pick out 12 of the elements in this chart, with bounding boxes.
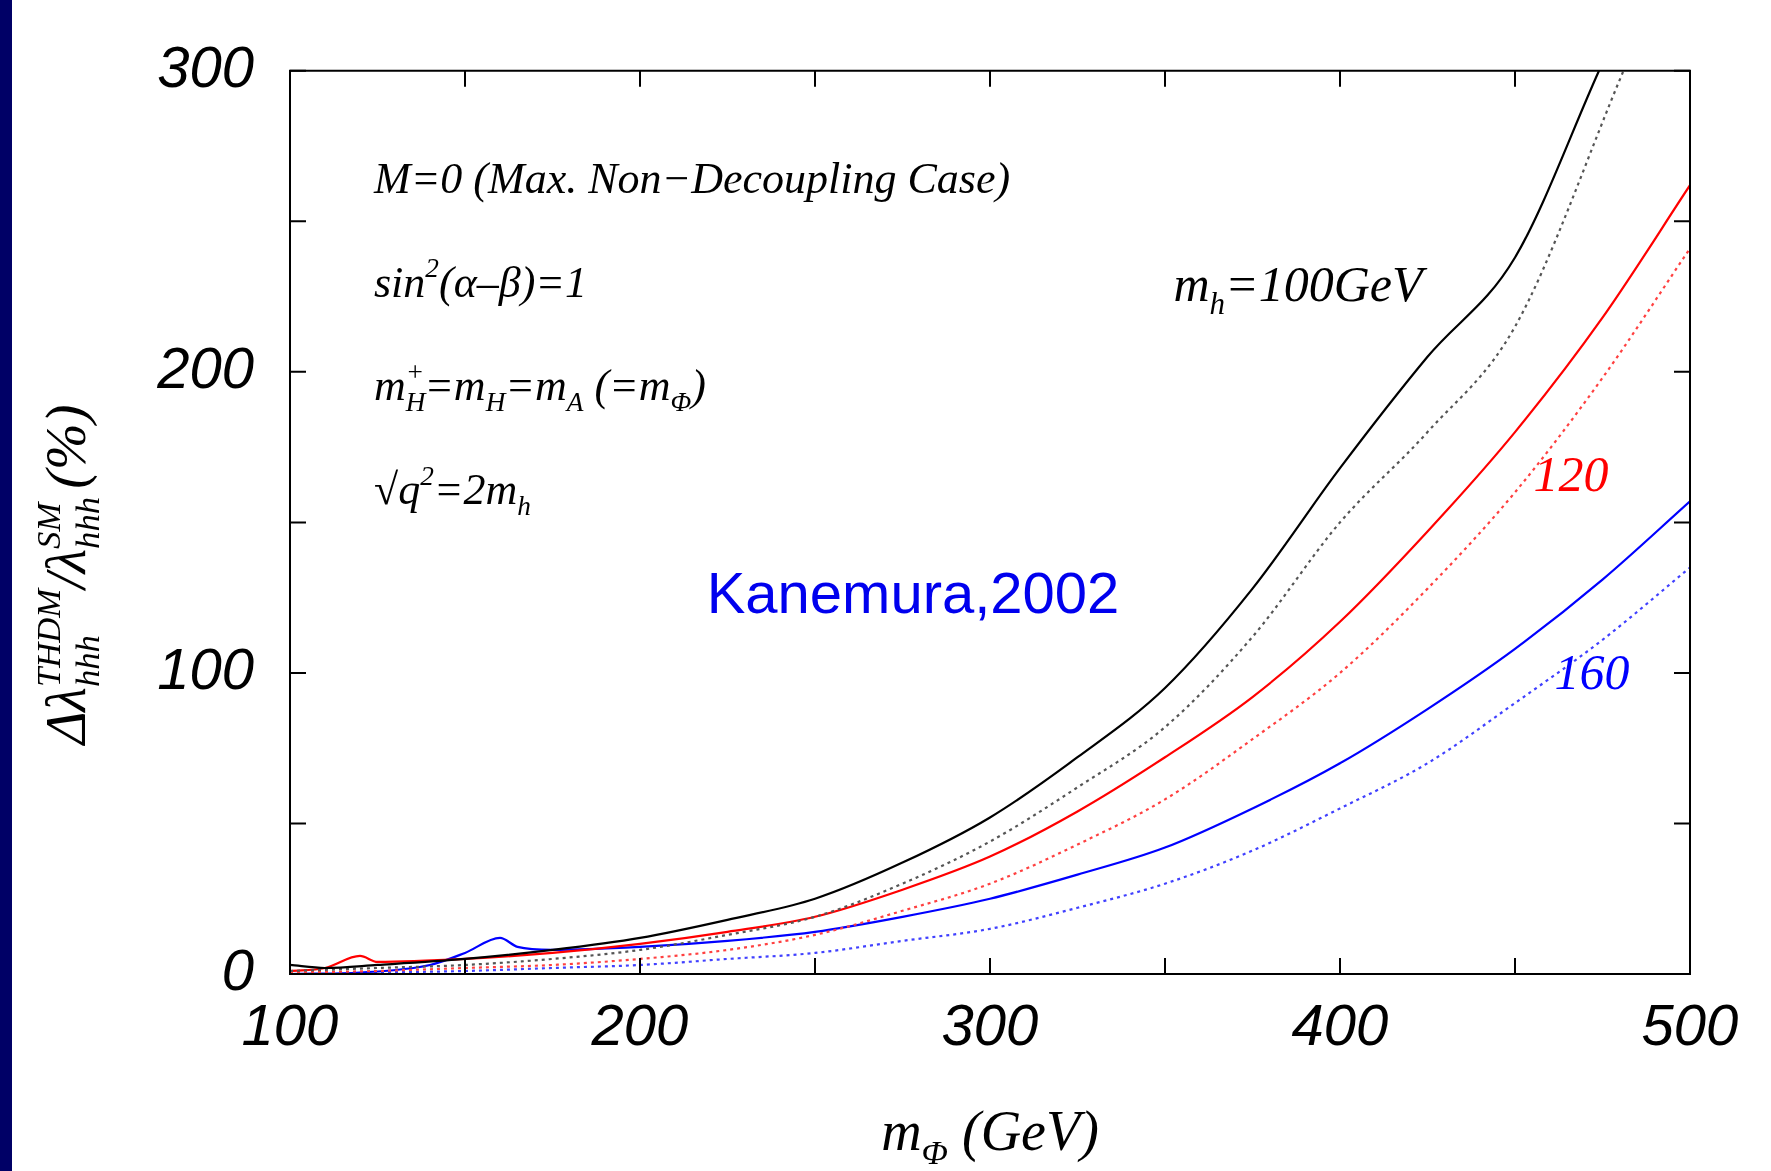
y-axis-title: ΔλhhhTHDM/λhhhSM (%) [28,404,107,747]
annotation: M=0 (Max. Non−Decoupling Case) [373,153,1011,203]
x-tick-label: 500 [1641,991,1739,1057]
y-tick-label: 300 [157,33,254,99]
x-tick-label: 300 [941,991,1039,1057]
x-tick-label: 200 [590,991,689,1057]
annotation: Kanemura,2002 [706,559,1120,625]
y-tick-label: 100 [157,636,254,702]
x-tick-label: 400 [1291,991,1389,1057]
annotation: 160 [1554,644,1630,701]
annotation: 120 [1533,445,1609,502]
y-tick-label: 200 [156,335,254,401]
